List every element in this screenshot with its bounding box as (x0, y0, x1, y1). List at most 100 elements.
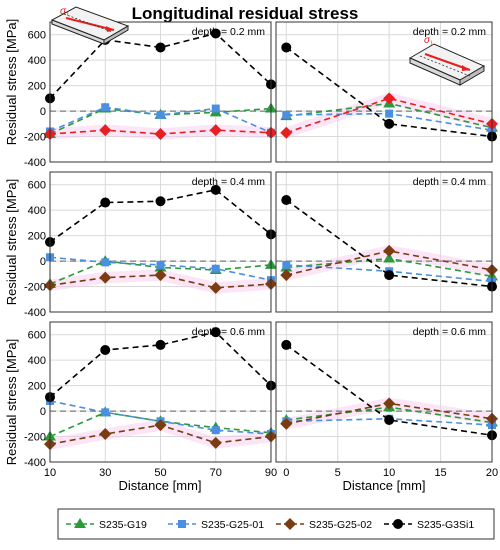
data-point-s235-g3si1 (210, 184, 221, 195)
sigma-sub-right: L (431, 41, 435, 47)
data-point-s235-g19 (383, 252, 396, 263)
data-point-s235-g25-02 (280, 269, 293, 282)
y-tick-label: 0 (40, 406, 46, 418)
y-axis-label-top: Residual stress [MPa] (4, 19, 19, 145)
chart-title: Longitudinal residual stress (132, 4, 359, 23)
data-point-s235-g25-01 (211, 264, 220, 273)
depth-annotation: depth = 0.2 mm (192, 26, 266, 38)
x-tick-label: 5 (335, 467, 341, 479)
y-tick-label: 200 (28, 81, 46, 93)
x-tick-label: 70 (210, 467, 222, 479)
data-point-s235-g25-02 (154, 128, 167, 140)
legend-marker-s235-g3si1 (393, 519, 403, 529)
y-tick-label: 200 (28, 381, 46, 393)
sigma-sub-left: L (67, 12, 71, 18)
y-tick-label: -400 (24, 307, 46, 319)
y-tick-label: -400 (24, 457, 46, 469)
legend-label-s235-g25-02: S235-G25-02 (309, 519, 372, 531)
panel-frame (49, 21, 272, 163)
data-point-s235-g25-02 (209, 436, 222, 449)
data-point-s235-g25-02 (154, 419, 167, 432)
specimen-left-illustration: σ L (50, 6, 130, 45)
data-point-s235-g25-01 (101, 103, 110, 112)
series-line-s235-g3si1 (285, 199, 493, 288)
data-point-s235-g25-01 (282, 110, 291, 119)
y-tick-label: 600 (28, 180, 46, 192)
data-point-s235-g25-02 (99, 124, 112, 137)
legend-marker-s235-g25-02 (284, 518, 296, 530)
depth-annotation: depth = 0.4 mm (413, 176, 487, 188)
data-point-s235-g25-01 (211, 104, 220, 113)
data-point-s235-g25-01 (385, 109, 394, 118)
x-tick-label: 20 (486, 467, 498, 479)
data-point-s235-g25-01 (282, 260, 291, 269)
depth-annotation: depth = 0.2 mm (413, 26, 487, 38)
data-point-s235-g3si1 (281, 339, 292, 350)
data-point-s235-g3si1 (281, 195, 292, 205)
data-point-s235-g3si1 (100, 197, 111, 208)
data-point-s235-g25-02 (209, 281, 222, 294)
x-tick-label: 15 (434, 467, 446, 479)
plot-area (276, 322, 492, 462)
x-tick-label: 10 (383, 467, 395, 479)
panel-right-bottom: depth = 0.6 mm 0 5 10 15 20 (275, 321, 498, 479)
panel-left-bottom: depth = 0.6 mm -400 -200 0 200 400 600 10 30 50 70… (24, 321, 277, 479)
sigma-label-right: σ (424, 35, 431, 46)
legend-label-s235-g25-01: S235-G25-01 (201, 519, 264, 531)
x-tick-label: 50 (154, 467, 166, 479)
sigma-label-left: σ (60, 6, 67, 17)
panel-left-top: depth = 0.2 mm -400 -200 0 200 400 600 (24, 21, 277, 169)
data-point-s235-g3si1 (384, 270, 395, 281)
data-point-s235-g25-02 (209, 124, 222, 137)
data-point-s235-g25-01 (211, 426, 220, 435)
y-tick-label: 400 (28, 205, 46, 217)
data-point-s235-g25-01 (101, 408, 110, 417)
data-point-s235-g3si1 (384, 415, 395, 425)
data-point-s235-g3si1 (281, 42, 292, 53)
depth-annotation: depth = 0.6 mm (413, 326, 487, 338)
panel-left-middle: depth = 0.4 mm -400 -200 0 200 400 600 (24, 171, 277, 319)
data-point-s235-g25-02 (383, 92, 396, 105)
depth-annotation: depth = 0.6 mm (192, 326, 266, 338)
panel-frame (49, 321, 272, 463)
data-point-s235-g25-02 (280, 417, 293, 430)
panel-right-middle: depth = 0.4 mm (275, 171, 498, 313)
data-point-s235-g25-01 (156, 260, 165, 269)
y-tick-label: 400 (28, 355, 46, 367)
y-axis-label-bottom: Residual stress [MPa] (4, 339, 19, 465)
data-point-s235-g25-02 (99, 428, 112, 440)
data-point-s235-g25-02 (154, 269, 167, 282)
legend-label-s235-g19: S235-G19 (99, 519, 147, 531)
y-tick-label: -200 (24, 282, 46, 294)
series-line-s235-g3si1 (285, 46, 493, 138)
legend-label-s235-g3si1: S235-G3Si1 (417, 519, 474, 531)
y-axis-label-middle: Residual stress [MPa] (4, 179, 19, 305)
series-line-s235-g3si1 (49, 32, 272, 99)
series-line-s235-g3si1 (49, 331, 272, 398)
y-tick-label: 400 (28, 55, 46, 67)
x-tick-label: 90 (265, 467, 277, 479)
data-point-s235-g25-01 (156, 110, 165, 119)
series-line-s235-g19 (49, 411, 272, 438)
data-point-s235-g3si1 (210, 28, 221, 39)
legend: S235-G19 S235-G25-01 S235-G25-02 S235-G3Si1 (57, 508, 495, 540)
panel-frame (49, 171, 272, 313)
series-line-s235-g25-01 (49, 106, 272, 134)
y-tick-label: 600 (28, 30, 46, 42)
data-point-s235-g3si1 (155, 196, 166, 207)
x-tick-label: 0 (283, 467, 289, 479)
y-tick-label: -400 (24, 157, 46, 169)
data-point-s235-g3si1 (100, 345, 111, 355)
panel-frame (275, 321, 493, 463)
y-tick-label: 0 (40, 106, 46, 118)
x-axis-label-right: Distance [mm] (342, 478, 425, 493)
data-point-s235-g25-02 (383, 244, 396, 257)
x-axis-label-left: Distance [mm] (118, 478, 201, 493)
x-tick-label: 30 (99, 467, 111, 479)
x-tick-label: 10 (44, 467, 56, 479)
data-point-s235-g3si1 (384, 118, 395, 129)
legend-marker-s235-g19 (74, 518, 86, 528)
y-tick-label: 200 (28, 231, 46, 243)
